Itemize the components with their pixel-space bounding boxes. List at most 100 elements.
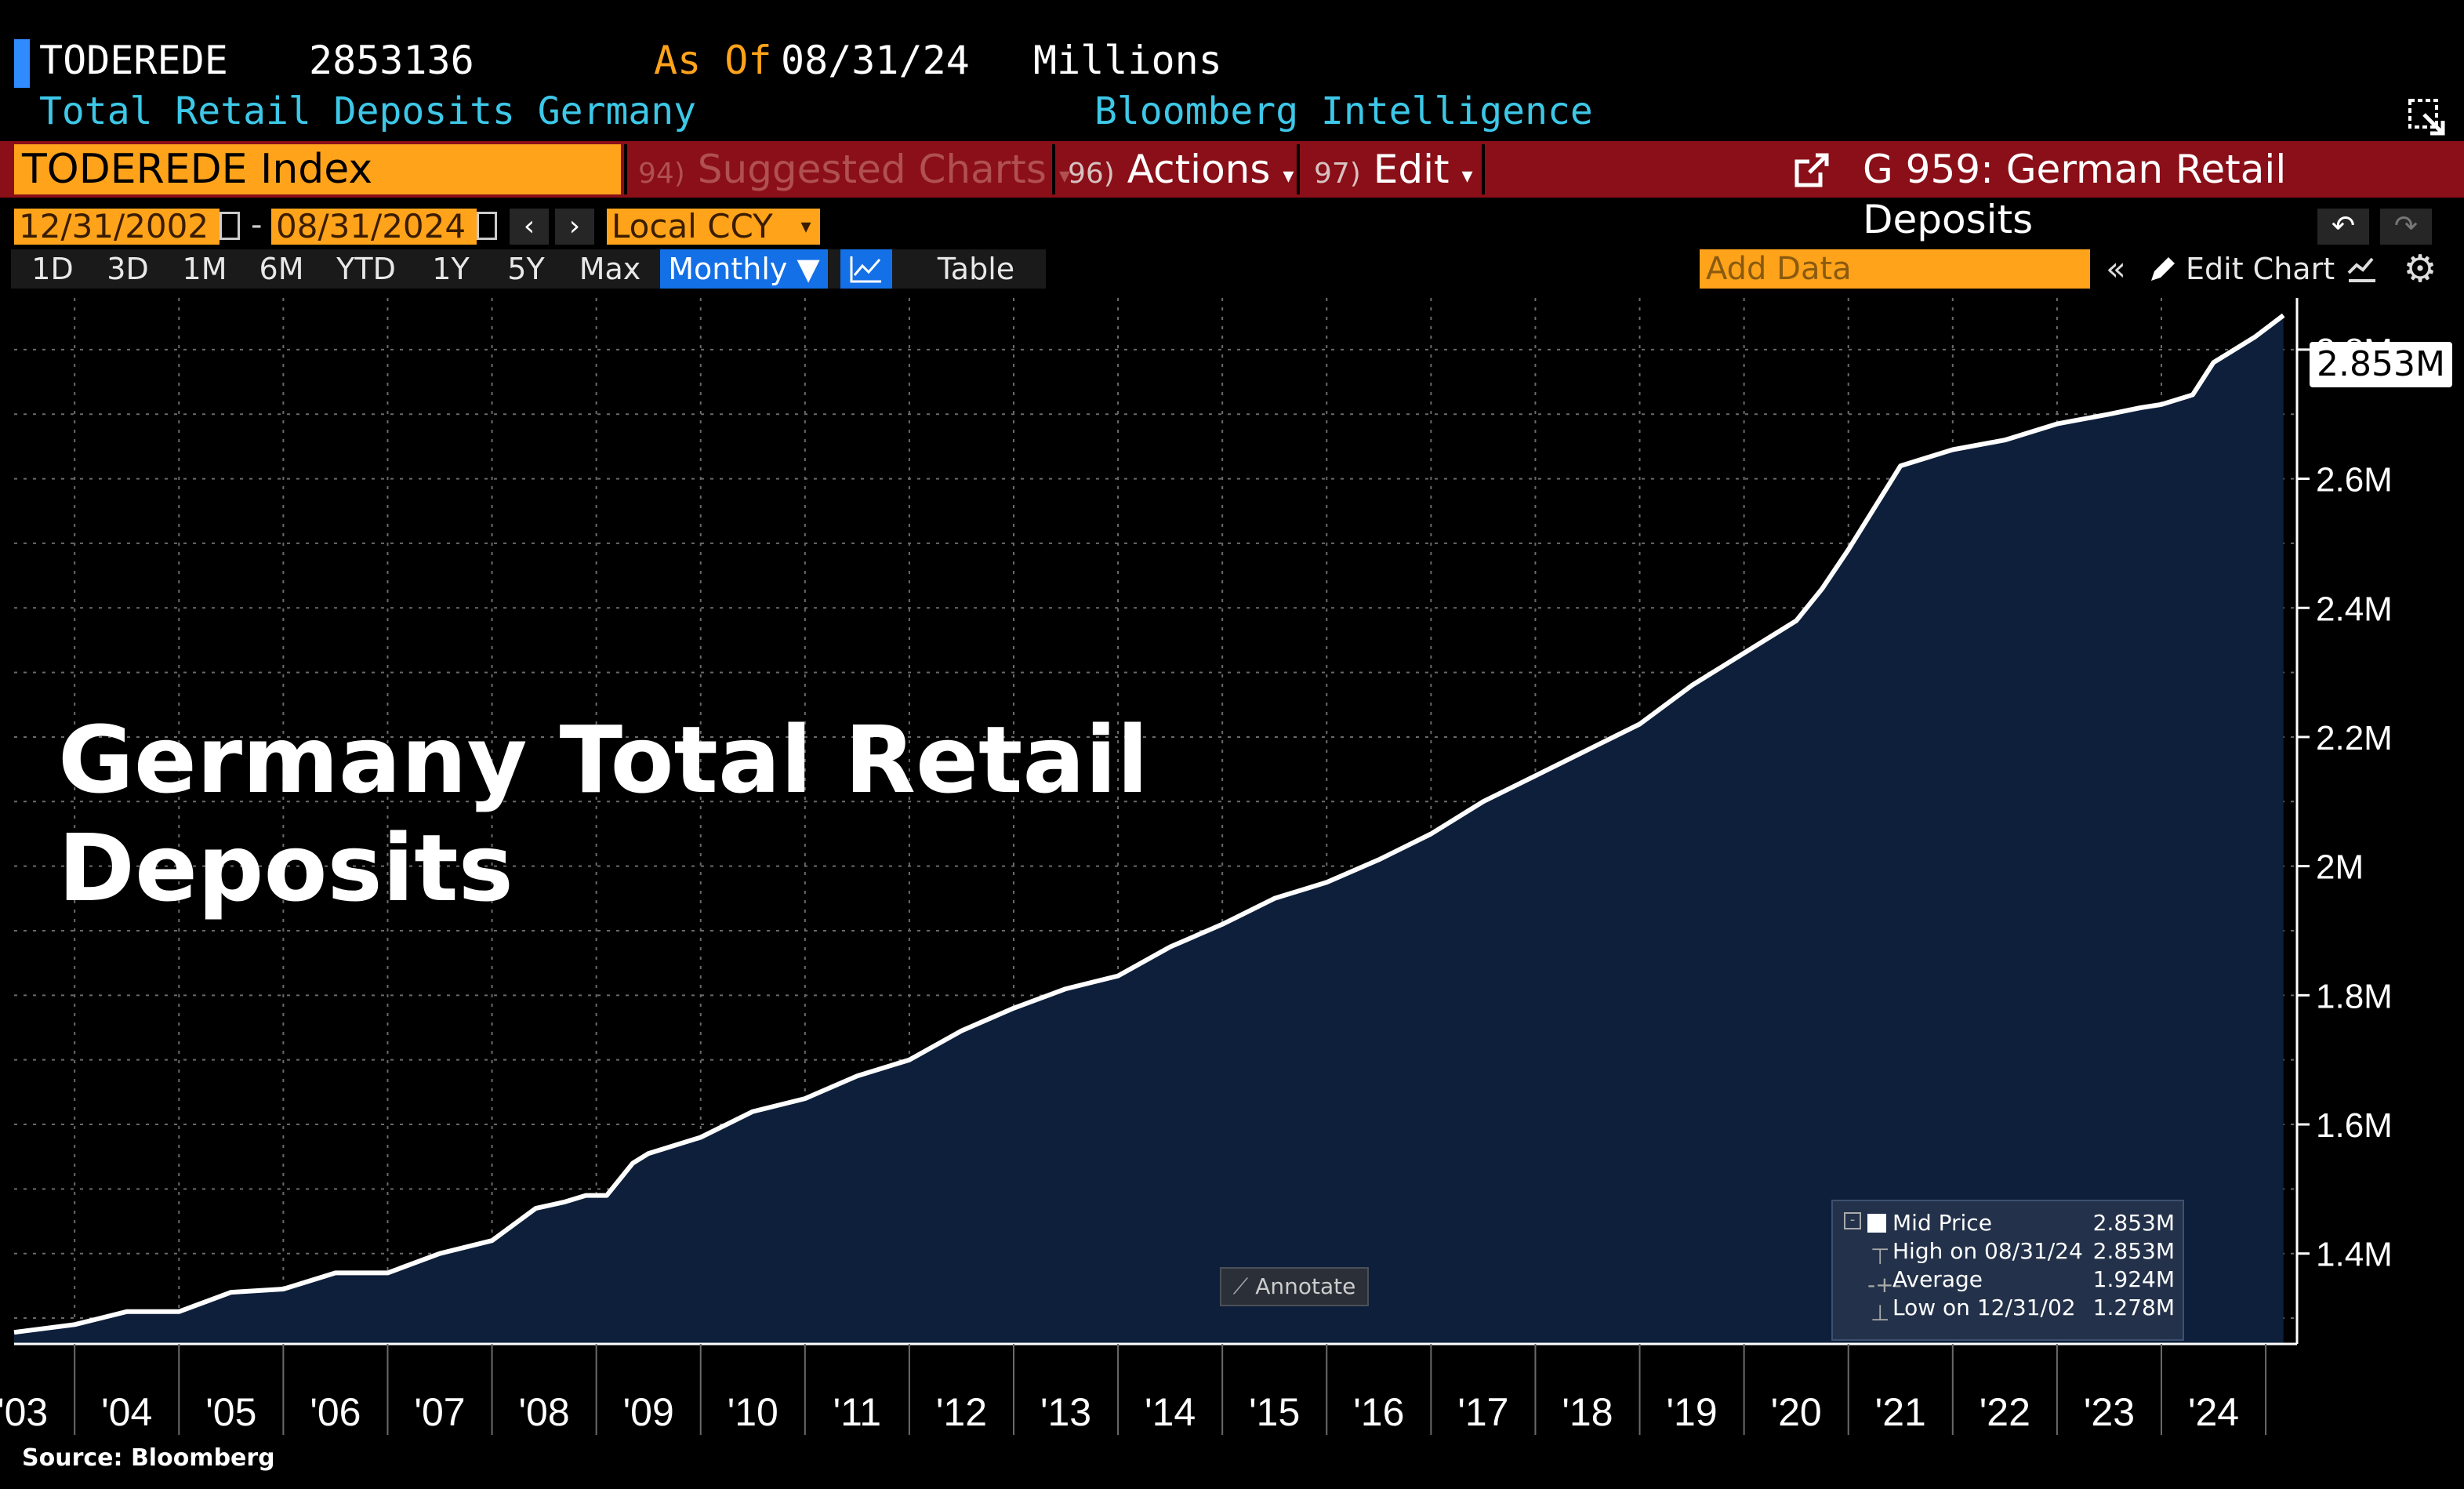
x-tick-label: '11: [833, 1390, 881, 1434]
add-data-input[interactable]: Add Data: [1700, 249, 2090, 289]
legend-value: 2.853M: [2092, 1210, 2175, 1236]
edit-chart-button[interactable]: Edit Chart: [2186, 252, 2335, 286]
menu-label: Edit: [1373, 147, 1450, 192]
chevron-down-icon[interactable]: ▾: [792, 209, 820, 245]
legend-row-mid: Mid Price 2.853M: [1892, 1209, 2175, 1237]
menu-label: Actions: [1127, 147, 1271, 192]
units-label: Millions: [1033, 38, 1222, 83]
period-1d-button[interactable]: 1D: [17, 249, 88, 289]
x-tick-label: '05: [205, 1390, 256, 1434]
redo-icon[interactable]: ↷: [2380, 209, 2432, 245]
calendar-icon[interactable]: [220, 212, 240, 240]
separator: [1297, 144, 1300, 194]
frequency-dropdown[interactable]: Monthly ▼: [660, 249, 828, 289]
edit-lines-icon[interactable]: [2344, 251, 2380, 287]
chart-title-overlay: Germany Total Retail Deposits: [58, 706, 1149, 922]
x-tick-label: '21: [1875, 1390, 1926, 1434]
period-ytd-button[interactable]: YTD: [323, 249, 409, 289]
prev-period-button[interactable]: ‹: [510, 209, 549, 245]
next-period-button[interactable]: ›: [555, 209, 594, 245]
range-dash: -: [251, 207, 263, 243]
x-tick-label: '20: [1771, 1390, 1822, 1434]
ticker: TODEREDE: [39, 38, 228, 83]
legend-label: Low on 12/31/02: [1892, 1295, 2076, 1320]
suggested-charts-menu[interactable]: 94) Suggested Charts ▾: [638, 144, 1070, 194]
collapse-icon[interactable]: «: [2106, 249, 2126, 288]
menu-number: 97): [1314, 158, 1361, 190]
legend-value: 1.278M: [2092, 1295, 2175, 1320]
x-tick-label: '23: [2084, 1390, 2135, 1434]
undo-icon[interactable]: ↶: [2317, 209, 2369, 245]
x-tick-label: '16: [1353, 1390, 1404, 1434]
separator: [1482, 144, 1485, 194]
x-tick-label: '03: [0, 1390, 48, 1434]
index-field[interactable]: TODEREDE Index: [14, 144, 621, 194]
legend-label: High on 08/31/24: [1892, 1238, 2083, 1264]
start-date-field[interactable]: 12/31/2002: [14, 209, 220, 245]
popout-icon[interactable]: [2407, 97, 2448, 138]
pencil-icon: ⟋: [1232, 1273, 1249, 1299]
x-tick-label: '10: [728, 1390, 778, 1434]
x-tick-label: '12: [936, 1390, 987, 1434]
x-tick-label: '13: [1040, 1390, 1091, 1434]
low-marker-icon: ⊥: [1871, 1300, 1890, 1326]
average-marker-icon: -+-: [1867, 1272, 1902, 1298]
legend-row-high: High on 08/31/24 2.853M: [1892, 1237, 2175, 1266]
period-6m-button[interactable]: 6M: [246, 249, 317, 289]
x-tick-label: '06: [310, 1390, 361, 1434]
as-of-label: As Of: [654, 38, 772, 83]
x-ticks: '03 '04 '05 '06 '07 '08 '09 '10 '11 '12 '13 '14 '15 '…: [0, 1344, 2267, 1435]
chevron-down-icon: ▾: [1058, 162, 1070, 188]
menu-number: 94): [638, 158, 685, 190]
y-tick-label: 2M: [2316, 848, 2364, 887]
x-tick-label: '09: [623, 1390, 674, 1434]
current-value: 2853136: [309, 38, 474, 83]
period-max-button[interactable]: Max: [571, 249, 649, 289]
x-tick-label: '08: [519, 1390, 570, 1434]
x-tick-label: '18: [1562, 1390, 1613, 1434]
x-tick-label: '04: [101, 1390, 152, 1434]
table-button[interactable]: Table: [917, 249, 1035, 289]
x-tick-label: '22: [1980, 1390, 2030, 1434]
series-color-marker: [14, 39, 30, 88]
legend-label: Mid Price: [1892, 1210, 1992, 1236]
calendar-icon[interactable]: [477, 212, 497, 240]
series-area: [14, 315, 2284, 1345]
legend-label: Average: [1892, 1266, 1983, 1292]
y-tick-label: 1.8M: [2316, 977, 2393, 1015]
legend-box: - ⊤ -+- ⊥ Mid Price 2.853M High on 08/31/…: [1831, 1200, 2184, 1341]
legend-row-low: Low on 12/31/02 1.278M: [1892, 1294, 2175, 1322]
period-1m-button[interactable]: 1M: [169, 249, 240, 289]
y-tick-label: 2.2M: [2316, 719, 2393, 757]
last-value-label: 2.853M: [2310, 342, 2452, 387]
period-5y-button[interactable]: 5Y: [491, 249, 561, 289]
pencil-icon[interactable]: [2145, 252, 2179, 287]
source-note: Source: Bloomberg: [22, 1444, 275, 1472]
line-chart-icon[interactable]: [840, 249, 892, 289]
x-tick-label: '14: [1145, 1390, 1196, 1434]
x-tick-label: '17: [1457, 1390, 1508, 1434]
currency-select[interactable]: Local CCY: [607, 209, 797, 245]
y-tick-label: 2.4M: [2316, 590, 2393, 628]
chevron-down-icon: ▾: [1283, 162, 1294, 188]
as-of-date: 08/31/24: [781, 38, 970, 83]
legend-swatch: [1867, 1214, 1886, 1233]
external-link-icon[interactable]: [1792, 151, 1831, 190]
period-1y-button[interactable]: 1Y: [416, 249, 486, 289]
legend-value: 1.924M: [2092, 1266, 2175, 1292]
y-tick-label: 1.6M: [2316, 1106, 2393, 1145]
period-3d-button[interactable]: 3D: [93, 249, 163, 289]
annotate-button[interactable]: ⟋ Annotate: [1220, 1267, 1369, 1306]
legend-value: 2.853M: [2092, 1238, 2175, 1264]
chart-name: G 959: German Retail Deposits: [1863, 147, 2287, 242]
settings-gear-icon[interactable]: ⚙: [2403, 247, 2437, 291]
high-marker-icon: ⊤: [1871, 1244, 1890, 1269]
x-tick-label: '24: [2188, 1390, 2239, 1434]
security-description: Total Retail Deposits Germany: [39, 89, 697, 133]
end-date-field[interactable]: 08/31/2024: [271, 209, 477, 245]
collapse-legend-icon[interactable]: -: [1844, 1212, 1861, 1229]
actions-menu[interactable]: 96) Actions ▾: [1068, 144, 1294, 194]
edit-menu[interactable]: 97) Edit ▾: [1314, 144, 1473, 194]
menu-number: 96): [1068, 158, 1115, 190]
